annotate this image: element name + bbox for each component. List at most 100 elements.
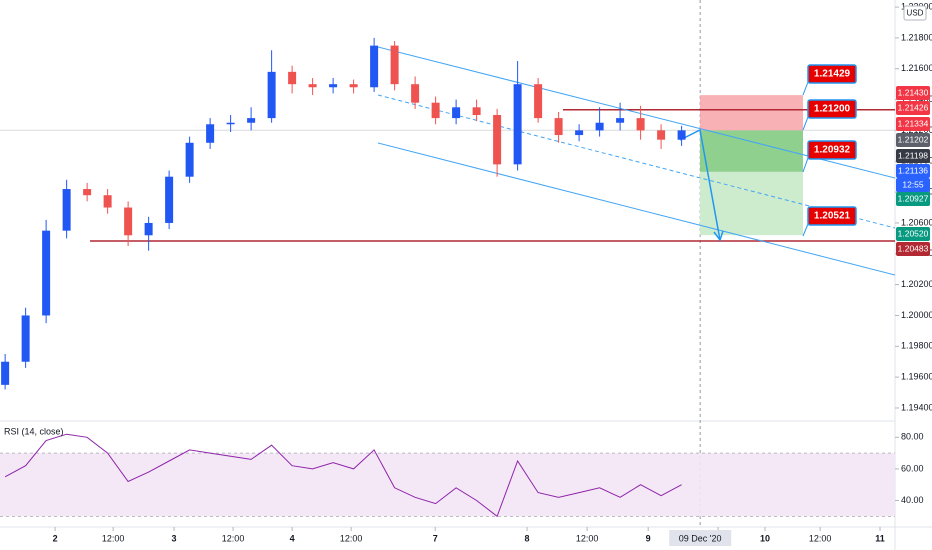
callout-tail [802, 81, 809, 96]
rsi-title: RSI (14, close) [4, 426, 64, 436]
rsi-pane [0, 433, 895, 518]
main-pane: 1.21429 1.21200 1.20932 1.20521 [0, 0, 896, 527]
callout-tail [802, 157, 809, 173]
candle-body [370, 45, 379, 88]
candle-body [267, 71, 276, 119]
candle-body [554, 118, 563, 136]
price-tag-label: 1.21334 [898, 118, 929, 128]
price-tag [896, 86, 930, 100]
candle-body [329, 84, 338, 88]
y-tick-label: 1.19600 [901, 372, 932, 382]
candle-body [308, 84, 317, 88]
y-tick-label: 1.19400 [901, 402, 932, 412]
candle-body [247, 118, 256, 123]
y-tick-label: 1.19800 [901, 341, 932, 351]
candle-body [83, 189, 92, 196]
price-tag-label: 1.20520 [898, 228, 929, 238]
rsi-tick-label: 80.00 [901, 432, 924, 442]
candle-body [42, 230, 51, 316]
rsi-band [0, 453, 895, 517]
callout-box [807, 64, 857, 84]
channel-line [377, 94, 896, 229]
rsi-line [4, 433, 682, 518]
candle-body [390, 45, 399, 85]
price-tag-label: 1.21202 [898, 134, 929, 144]
candle-body [677, 130, 686, 140]
callout-box [807, 140, 857, 160]
x-tick-label: 12:00 [222, 533, 245, 543]
candle-body [62, 189, 71, 231]
x-tick-label: 12:00 [102, 533, 125, 543]
price-tag [896, 178, 930, 192]
x-tick-label: 2 [53, 533, 58, 543]
callout-label: 1.20932 [814, 145, 851, 156]
candle-body [165, 176, 174, 223]
candle-body [144, 222, 153, 236]
candle-body [431, 102, 440, 119]
callout-label: 1.21429 [814, 69, 851, 80]
x-tick-label: 9 [646, 533, 651, 543]
candle-body [185, 142, 194, 177]
callout-box [807, 99, 857, 119]
y-tick-label: 1.21800 [901, 32, 932, 42]
projection-arrow [679, 128, 721, 241]
price-tag-label: 1.20927 [898, 193, 929, 203]
x-tick-label: 12:00 [809, 533, 832, 543]
price-tag [896, 242, 930, 256]
candle-body [452, 107, 461, 119]
candle-body [657, 130, 666, 140]
candle-body [411, 84, 420, 103]
candle-body [288, 71, 297, 85]
axes: 1.19400 1.19600 1.19800 1.20000 1.20200 1.204… [53, 1, 932, 546]
price-tag [896, 149, 930, 163]
channel-line [377, 142, 896, 276]
x-tick-label: 11 [875, 533, 885, 543]
price-tag [896, 117, 930, 131]
rsi-tick-label: 60.00 [901, 463, 924, 473]
x-tick-label: 12:00 [576, 533, 599, 543]
x-tick-label: 12:00 [340, 533, 363, 543]
arrow-head [713, 230, 724, 242]
candle-body [595, 122, 604, 131]
callout-tail [802, 223, 809, 237]
price-tag-label: 1.21430 [898, 87, 929, 97]
candle-body [575, 130, 584, 136]
price-tag-label: 1.21426 [898, 102, 929, 112]
y-tick-label: 1.21600 [901, 63, 932, 73]
candle-body [534, 84, 543, 119]
candle-body [349, 84, 358, 88]
x-tick-label: 10 [760, 533, 770, 543]
candle-body [636, 118, 645, 131]
price-tag [896, 227, 930, 241]
candle-body [103, 195, 112, 208]
candle-body [226, 122, 235, 125]
candle-body [493, 115, 502, 165]
price-tag [896, 101, 930, 115]
callout-box [807, 206, 857, 226]
filled-zone [700, 130, 803, 172]
candle-body [513, 84, 522, 165]
candle-body [472, 107, 481, 116]
candle-body [616, 118, 625, 123]
price-tag-label: 1.21198 [898, 150, 928, 160]
crosshair-label-bg [669, 530, 732, 546]
price-tag [896, 133, 930, 147]
y-tick-label: 1.20000 [901, 310, 932, 320]
callout-tail [802, 116, 809, 131]
callout-label: 1.21200 [814, 104, 851, 115]
candle-body [1, 361, 10, 385]
currency-badge[interactable] [903, 5, 927, 21]
price-tag-label: 1.21136 [898, 165, 928, 175]
price-tag-label: 1.20483 [898, 243, 929, 253]
price-tag [896, 164, 930, 178]
price-tag-label: 12:55 [902, 179, 924, 189]
x-tick-label: 7 [433, 533, 438, 543]
crosshair-label: 09 Dec '20 [679, 533, 722, 543]
x-tick-label: 8 [525, 533, 530, 543]
candle-body [206, 124, 215, 143]
x-tick-label: 4 [290, 533, 295, 543]
y-tick-label: 1.20200 [901, 279, 932, 289]
rsi-tick-label: 40.00 [901, 495, 924, 505]
y-tick-label: 1.20600 [901, 217, 932, 227]
